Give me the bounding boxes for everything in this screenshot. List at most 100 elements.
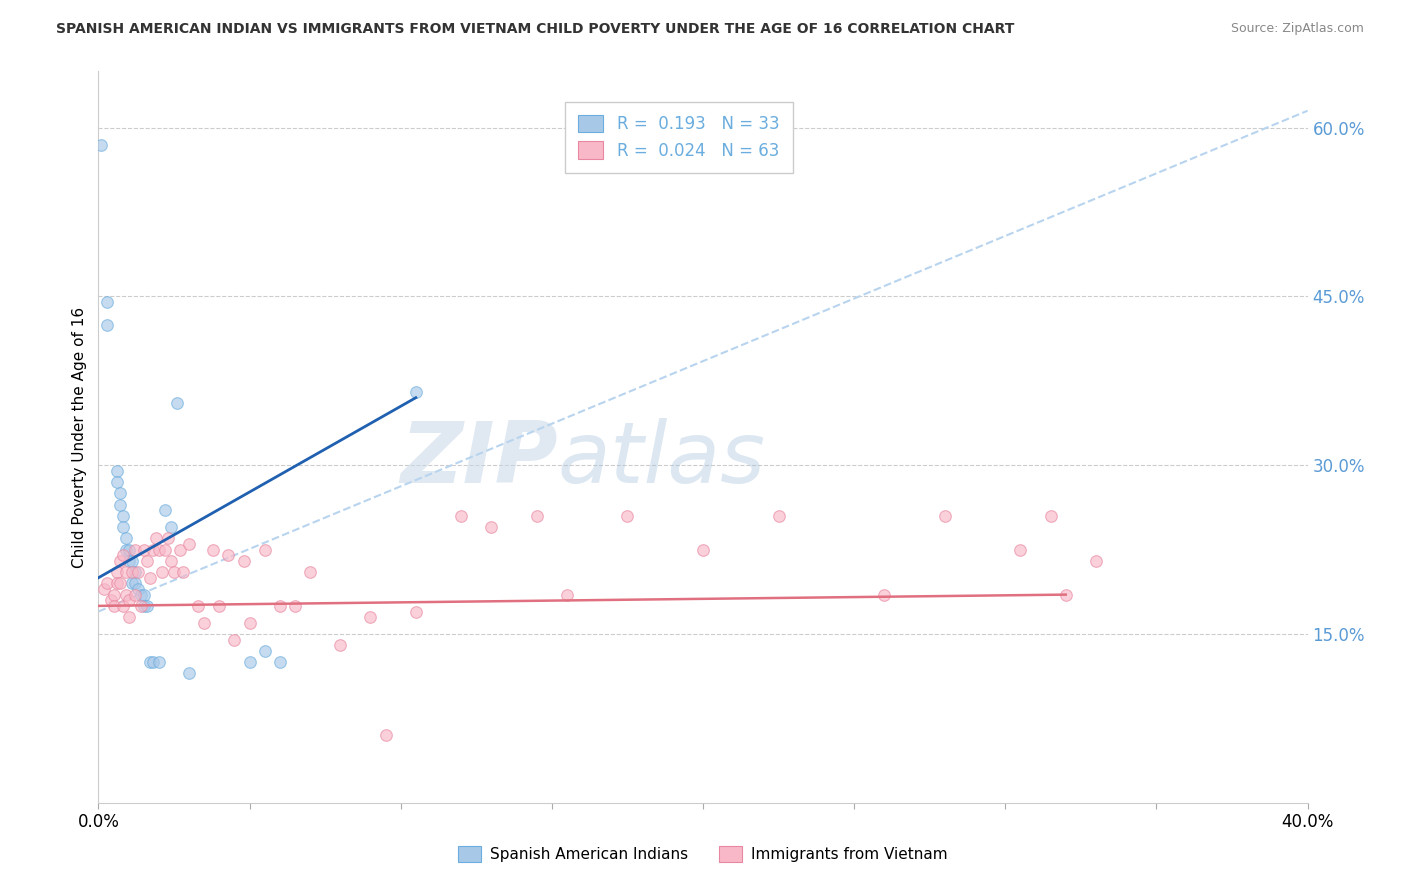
Point [111,508,134,523]
Point [108,554,131,568]
Point [96,295,118,310]
Point [142,655,165,669]
Point [103,599,125,613]
Point [121,554,143,568]
Point [253,542,276,557]
Point [1039,508,1062,523]
Point [269,655,291,669]
Point [1085,554,1108,568]
Point [90,137,112,152]
Point [166,396,188,410]
Point [129,599,152,613]
Point [100,593,122,607]
Point [299,565,322,579]
Point [148,655,170,669]
Point [114,588,136,602]
Point [269,599,291,613]
Point [934,508,956,523]
Point [526,508,548,523]
Point [232,554,254,568]
Point [179,537,201,551]
Point [145,532,167,546]
Point [193,615,215,630]
Point [105,576,128,591]
Legend: Spanish American Indians, Immigrants from Vietnam: Spanish American Indians, Immigrants fro… [453,840,953,868]
Point [555,588,578,602]
Point [124,576,146,591]
Point [224,632,246,647]
Point [121,576,143,591]
Point [139,571,162,585]
Point [169,542,191,557]
Point [481,520,503,534]
Point [105,464,128,478]
Point [124,542,146,557]
Point [187,599,209,613]
Point [405,605,427,619]
Point [768,508,790,523]
Point [239,615,262,630]
Point [253,644,276,658]
Y-axis label: Child Poverty Under the Age of 16: Child Poverty Under the Age of 16 [72,307,87,567]
Point [217,548,239,562]
Point [118,542,141,557]
Point [153,542,176,557]
Point [114,542,136,557]
Text: Source: ZipAtlas.com: Source: ZipAtlas.com [1230,22,1364,36]
Point [208,599,231,613]
Point [114,532,136,546]
Point [118,593,141,607]
Point [405,385,427,400]
Point [118,610,141,624]
Point [93,582,115,596]
Point [172,565,194,579]
Point [329,638,352,652]
Point [108,576,131,591]
Point [135,599,157,613]
Point [118,554,141,568]
Point [121,565,143,579]
Point [150,565,173,579]
Point [139,655,162,669]
Point [114,565,136,579]
Point [239,655,262,669]
Point [142,542,165,557]
Point [179,666,201,681]
Point [132,599,155,613]
Point [127,565,149,579]
Point [360,610,382,624]
Point [103,588,125,602]
Point [132,588,155,602]
Point [108,486,131,500]
Point [124,588,146,602]
Point [105,475,128,489]
Point [96,318,118,332]
Text: SPANISH AMERICAN INDIAN VS IMMIGRANTS FROM VIETNAM CHILD POVERTY UNDER THE AGE O: SPANISH AMERICAN INDIAN VS IMMIGRANTS FR… [56,22,1015,37]
Point [1010,542,1032,557]
Point [374,728,396,742]
Point [108,498,131,512]
Point [124,565,146,579]
Point [111,520,134,534]
Point [1054,588,1077,602]
Point [450,508,472,523]
Text: atlas: atlas [558,417,766,500]
Point [148,542,170,557]
Point [156,532,179,546]
Point [616,508,638,523]
Point [129,588,152,602]
Point [160,554,183,568]
Point [111,599,134,613]
Point [284,599,307,613]
Point [127,582,149,596]
Text: ZIP: ZIP [401,417,558,500]
Point [202,542,225,557]
Point [96,576,118,591]
Point [111,548,134,562]
Point [135,554,157,568]
Point [160,520,183,534]
Point [132,542,155,557]
Point [873,588,896,602]
Point [163,565,186,579]
Point [105,565,128,579]
